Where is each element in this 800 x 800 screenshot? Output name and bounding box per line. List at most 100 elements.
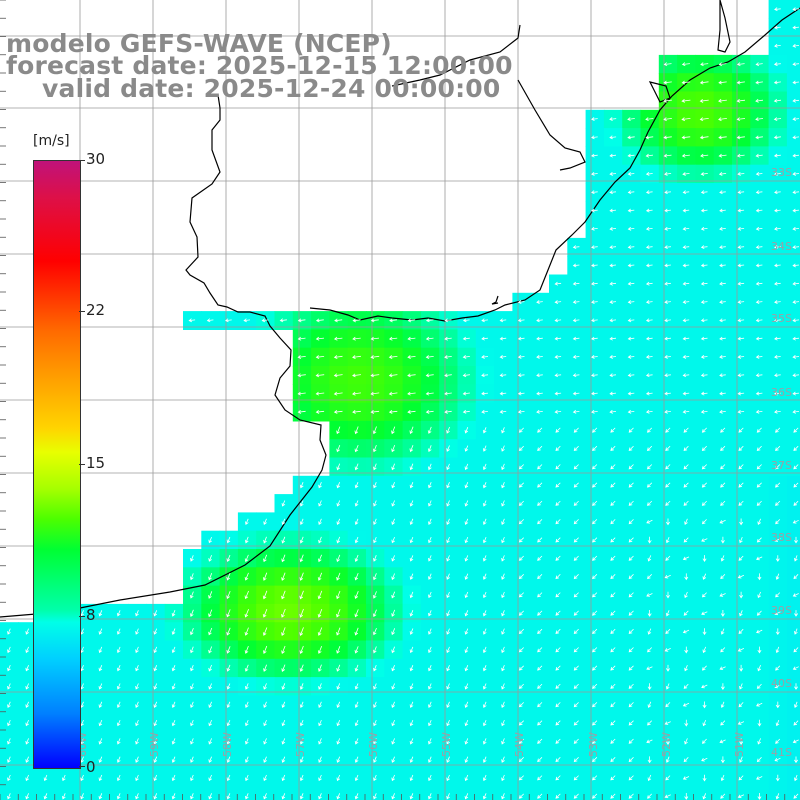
wind-arrow <box>446 756 450 763</box>
wind-arrow <box>719 519 726 524</box>
wind-arrow <box>171 646 176 654</box>
wind-arrow <box>391 609 396 617</box>
wind-arrow <box>681 117 691 122</box>
wind-arrow <box>354 572 359 581</box>
wind-cell <box>622 420 642 440</box>
wind-arrow <box>354 426 359 435</box>
wind-arrow <box>481 373 489 378</box>
wind-cell <box>603 695 623 715</box>
wind-arrow <box>610 720 616 726</box>
wind-cell <box>256 786 276 800</box>
wind-cell <box>750 494 770 513</box>
wind-arrow <box>700 208 708 213</box>
wind-arrow <box>208 536 213 544</box>
wind-arrow <box>517 336 525 341</box>
wind-cell <box>658 695 678 715</box>
wind-arrow <box>774 538 781 542</box>
wind-arrow <box>373 701 377 708</box>
wind-arrow <box>755 135 763 140</box>
wind-arrow <box>645 153 654 158</box>
wind-arrow <box>628 464 634 470</box>
wind-cell <box>732 457 751 477</box>
wind-arrow <box>464 610 469 617</box>
wind-cell <box>713 567 733 587</box>
wind-arrow <box>720 427 726 433</box>
wind-cell <box>622 695 642 715</box>
wind-arrow <box>244 554 249 563</box>
wind-arrow <box>701 684 708 689</box>
wind-arrow <box>775 500 781 506</box>
wind-arrow <box>684 518 688 525</box>
wind-arrow <box>482 573 487 580</box>
wind-arrow <box>116 756 121 763</box>
wind-cell <box>164 786 184 800</box>
wind-arrow <box>336 518 341 525</box>
wind-arrow <box>317 590 323 600</box>
wind-arrow <box>297 355 306 359</box>
wind-arrow <box>628 738 634 744</box>
wind-arrow <box>501 573 505 580</box>
wind-arrow <box>299 590 304 600</box>
wind-cell <box>786 530 800 550</box>
wind-arrow <box>153 738 158 745</box>
wind-arrow <box>737 281 745 286</box>
colorbar-units: [m/s] <box>33 133 70 149</box>
wind-arrow <box>737 391 745 396</box>
wind-cell <box>786 768 800 788</box>
wind-cell <box>530 732 550 751</box>
wind-arrow <box>537 738 543 744</box>
wind-arrow <box>646 666 653 670</box>
wind-cell <box>549 622 568 642</box>
wind-arrow <box>501 482 505 489</box>
wind-arrow <box>153 719 158 727</box>
wind-arrow <box>444 409 452 414</box>
wind-arrow <box>775 427 781 433</box>
wind-cell <box>695 494 715 513</box>
wind-arrow <box>373 683 377 690</box>
wind-arrow <box>627 318 635 323</box>
wind-arrow <box>464 719 469 727</box>
wind-arrow <box>299 793 304 800</box>
wind-cell <box>530 750 550 770</box>
wind-arrow <box>499 373 507 378</box>
wind-cell <box>530 494 550 513</box>
wind-cell <box>695 585 715 605</box>
wind-arrow <box>701 427 707 433</box>
wind-arrow <box>135 719 139 727</box>
wind-cell <box>677 750 696 770</box>
wind-arrow <box>627 226 635 231</box>
wind-arrow <box>518 464 524 470</box>
wind-arrow <box>555 702 561 708</box>
wind-arrow <box>446 445 450 452</box>
wind-arrow <box>700 318 708 323</box>
wind-arrow <box>645 373 653 378</box>
wind-cell <box>786 658 800 678</box>
wind-arrow <box>428 500 432 507</box>
wind-arrow <box>482 518 487 525</box>
wind-arrow <box>718 98 727 103</box>
wind-cell <box>585 567 605 587</box>
wind-arrow <box>208 573 213 581</box>
wind-arrow <box>446 555 450 562</box>
wind-arrow <box>354 646 359 654</box>
wind-arrow <box>683 464 689 470</box>
wind-cell <box>567 494 587 513</box>
wind-arrow <box>627 153 635 158</box>
wind-arrow <box>135 701 139 708</box>
wind-arrow <box>80 793 84 800</box>
wind-arrow <box>373 555 377 562</box>
wind-arrow <box>464 445 469 452</box>
wind-cell <box>512 768 532 788</box>
wind-cell <box>512 420 532 440</box>
wind-arrow <box>774 43 781 48</box>
wind-arrow <box>116 646 121 654</box>
wind-arrow <box>739 610 743 617</box>
wind-arrow <box>501 628 505 635</box>
wind-arrow <box>682 208 690 213</box>
wind-arrow <box>794 701 798 709</box>
wind-arrow <box>25 665 30 672</box>
wind-arrow <box>792 135 800 140</box>
wind-arrow <box>352 355 361 359</box>
wind-arrow <box>373 774 377 782</box>
wind-arrow <box>591 153 598 158</box>
